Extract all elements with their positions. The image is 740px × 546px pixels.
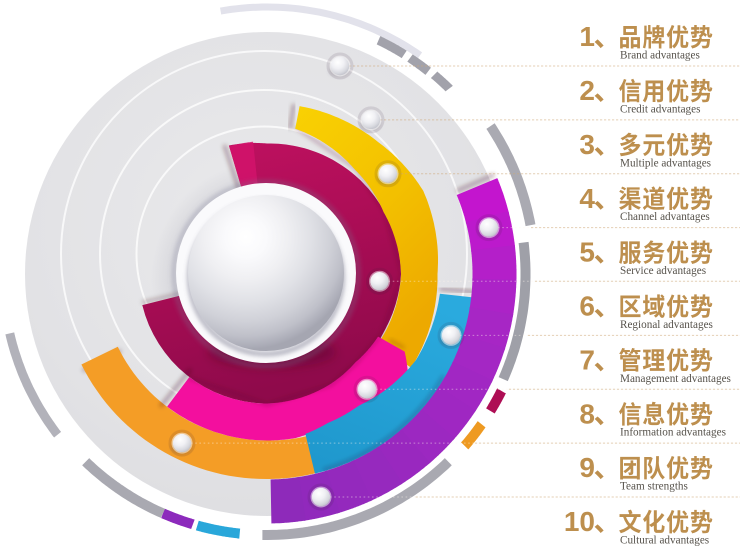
svg-text:5: 5 [579,237,595,268]
svg-text:7: 7 [579,344,595,375]
svg-text:2: 2 [579,75,595,106]
svg-text:10: 10 [564,506,595,537]
svg-text:1: 1 [579,21,595,52]
svg-text:Regional advantages: Regional advantages [620,319,713,331]
svg-text:Brand advantages: Brand advantages [620,50,700,62]
svg-text:Information advantages: Information advantages [620,427,726,439]
svg-text:6: 6 [579,291,595,322]
svg-text:Management advantages: Management advantages [620,373,731,385]
svg-text:Team strengths: Team strengths [620,481,688,493]
svg-text:4: 4 [579,183,595,214]
svg-text:Cultural advantages: Cultural advantages [620,535,709,546]
svg-text:Channel advantages: Channel advantages [620,211,710,223]
svg-text:Multiple advantages: Multiple advantages [620,157,711,169]
svg-text:3: 3 [579,129,595,160]
svg-text:Service advantages: Service advantages [620,265,706,277]
svg-text:Credit advantages: Credit advantages [620,104,700,116]
svg-text:9: 9 [579,452,595,483]
svg-text:8: 8 [579,398,595,429]
